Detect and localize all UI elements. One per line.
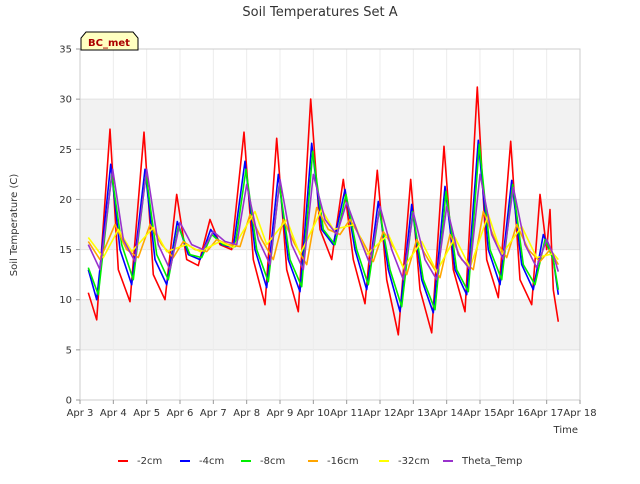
legend-label: -32cm: [398, 456, 430, 467]
series-line-4cm: [87, 139, 560, 314]
y-tick-label: 10: [59, 295, 72, 306]
station-badge: BC_met: [80, 31, 139, 51]
series-line-thetatemp: [87, 168, 560, 281]
y-tick-label: 30: [59, 95, 72, 106]
legend-item: -2cm: [118, 456, 162, 467]
x-axis-label: Time: [553, 425, 578, 436]
chart-title: Soil Temperatures Set A: [242, 5, 397, 20]
station-label: BC_met: [88, 38, 130, 49]
series-line-2cm: [87, 86, 560, 336]
x-tick-label: Apr 13: [397, 408, 430, 419]
y-tick-label: 35: [59, 45, 72, 56]
grid-band: [80, 299, 580, 350]
x-tick-label: Apr 12: [363, 408, 396, 419]
x-tick-label: Apr 8: [233, 408, 260, 419]
x-tick-label: Apr 5: [133, 408, 160, 419]
grid-band: [80, 149, 580, 200]
grid-band: [80, 49, 580, 100]
legend-label: -8cm: [260, 456, 285, 467]
legend-label: -16cm: [327, 456, 359, 467]
y-tick-label: 5: [66, 345, 72, 356]
x-tick-label: Apr 7: [200, 408, 227, 419]
legend: -2cm -4cm -8cm -16cm -32cm Theta_Temp: [118, 456, 522, 467]
x-tick-label: Apr 14: [430, 408, 463, 419]
legend-item: -16cm: [308, 456, 359, 467]
x-tick-label: Apr 18: [563, 408, 596, 419]
legend-item: -32cm: [379, 456, 430, 467]
x-tick-label: Apr 15: [463, 408, 496, 419]
legend-item: -8cm: [241, 456, 285, 467]
x-tick-label: Apr 6: [167, 408, 194, 419]
x-tick-label: Apr 17: [530, 408, 563, 419]
x-axis-ticks: Apr 3 Apr 4 Apr 5 Apr 6 Apr 7 Apr 8 Apr 9 Apr 1…: [67, 400, 597, 419]
legend-label: -4cm: [199, 456, 224, 467]
x-tick-label: Apr 3: [67, 408, 94, 419]
legend-label: -2cm: [137, 456, 162, 467]
y-tick-label: 0: [66, 396, 72, 407]
legend-label: Theta_Temp: [461, 456, 522, 467]
x-tick-label: Apr 10: [297, 408, 330, 419]
y-tick-label: 20: [59, 195, 72, 206]
grid-band: [80, 349, 580, 400]
plot-frame: [79, 48, 581, 401]
legend-item: -4cm: [180, 456, 224, 467]
x-tick-label: Apr 16: [497, 408, 530, 419]
y-axis-label: Soil Temperature (C): [9, 174, 20, 277]
series-lines: [87, 86, 560, 336]
series-line-32cm: [87, 208, 559, 273]
legend-item: Theta_Temp: [443, 456, 522, 467]
y-tick-label: 25: [59, 145, 72, 156]
y-axis-ticks: 0 5 10 15 20 25 30 35: [59, 45, 80, 407]
x-tick-label: Apr 11: [330, 408, 363, 419]
x-tick-label: Apr 9: [267, 408, 294, 419]
x-tick-label: Apr 4: [100, 408, 127, 419]
y-tick-label: 15: [59, 245, 72, 256]
series-line-8cm: [87, 143, 560, 311]
grid-band: [80, 99, 580, 150]
